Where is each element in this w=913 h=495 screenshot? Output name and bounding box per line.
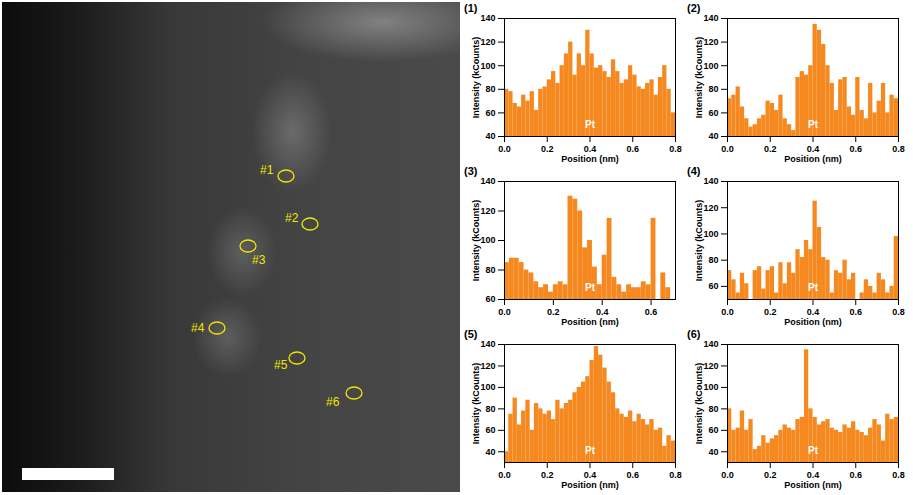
- svg-text:100: 100: [703, 229, 718, 239]
- svg-text:#5: #5: [274, 358, 288, 372]
- html-text:(6): (6): [687, 328, 701, 340]
- svg-text:60: 60: [708, 108, 718, 118]
- svg-text:120: 120: [703, 361, 718, 371]
- svg-text:0.6: 0.6: [849, 307, 862, 317]
- svg-text:60: 60: [708, 281, 718, 291]
- svg-text:Pt: Pt: [585, 119, 596, 130]
- svg-text:0.8: 0.8: [669, 470, 682, 480]
- svg-text:Pt: Pt: [585, 445, 596, 456]
- svg-text:0.6: 0.6: [645, 307, 658, 317]
- svg-text:Position (nm): Position (nm): [561, 154, 619, 164]
- svg-text:0.4: 0.4: [807, 144, 820, 154]
- svg-text:Position (nm): Position (nm): [561, 480, 619, 490]
- svg-text:0.4: 0.4: [584, 470, 597, 480]
- svg-text:40: 40: [485, 131, 495, 141]
- svg-text:100: 100: [480, 235, 495, 245]
- html-text:(2): (2): [687, 2, 701, 14]
- svg-text:0.8: 0.8: [892, 307, 905, 317]
- svg-text:Intensity (kCounts): Intensity (kCounts): [694, 200, 704, 282]
- svg-text:Intensity (kCounts): Intensity (kCounts): [694, 37, 704, 119]
- svg-text:120: 120: [480, 361, 495, 371]
- svg-text:60: 60: [485, 425, 495, 435]
- svg-text:140: 140: [703, 13, 718, 23]
- svg-text:0.6: 0.6: [626, 144, 639, 154]
- svg-text:0.8: 0.8: [892, 470, 905, 480]
- svg-text:0.8: 0.8: [892, 144, 905, 154]
- svg-text:Position (nm): Position (nm): [561, 317, 619, 327]
- svg-text:Position (nm): Position (nm): [784, 317, 842, 327]
- html-text:(5): (5): [464, 328, 478, 340]
- svg-text:140: 140: [480, 13, 495, 23]
- svg-text:0.0: 0.0: [721, 470, 734, 480]
- svg-text:Intensity (kCounts): Intensity (kCounts): [471, 200, 481, 282]
- svg-text:0.2: 0.2: [764, 470, 777, 480]
- svg-text:0.0: 0.0: [498, 470, 511, 480]
- svg-text:0.0: 0.0: [498, 307, 511, 317]
- svg-text:#3: #3: [252, 253, 266, 267]
- svg-text:0.4: 0.4: [807, 470, 820, 480]
- svg-text:140: 140: [703, 339, 718, 349]
- svg-text:140: 140: [480, 339, 495, 349]
- svg-text:0.8: 0.8: [669, 144, 682, 154]
- svg-text:0.6: 0.6: [849, 470, 862, 480]
- svg-text:0.0: 0.0: [721, 144, 734, 154]
- svg-text:80: 80: [708, 404, 718, 414]
- svg-text:60: 60: [485, 108, 495, 118]
- svg-text:80: 80: [485, 84, 495, 94]
- svg-text:40: 40: [708, 447, 718, 457]
- svg-text:80: 80: [485, 265, 495, 275]
- svg-text:100: 100: [480, 61, 495, 71]
- svg-text:0.2: 0.2: [764, 144, 777, 154]
- svg-text:Pt: Pt: [585, 282, 596, 293]
- svg-text:80: 80: [708, 84, 718, 94]
- html-text:(3): (3): [464, 165, 478, 177]
- svg-text:0.6: 0.6: [626, 470, 639, 480]
- svg-text:0.2: 0.2: [547, 307, 560, 317]
- svg-text:0.4: 0.4: [584, 144, 597, 154]
- svg-text:Intensity (kCounts): Intensity (kCounts): [694, 363, 704, 445]
- svg-text:0.2: 0.2: [541, 470, 554, 480]
- svg-text:#1: #1: [260, 163, 274, 177]
- svg-text:Pt: Pt: [808, 445, 819, 456]
- svg-text:80: 80: [708, 255, 718, 265]
- svg-text:140: 140: [703, 176, 718, 186]
- svg-text:0.4: 0.4: [807, 307, 820, 317]
- svg-text:Intensity (kCounts): Intensity (kCounts): [471, 37, 481, 119]
- svg-text:120: 120: [703, 203, 718, 213]
- html-text:(4): (4): [687, 165, 701, 177]
- svg-text:Intensity (kCounts): Intensity (kCounts): [471, 363, 481, 445]
- svg-text:#6: #6: [326, 395, 340, 409]
- svg-text:60: 60: [485, 294, 495, 304]
- svg-text:120: 120: [480, 37, 495, 47]
- svg-text:0.6: 0.6: [849, 144, 862, 154]
- svg-text:#2: #2: [285, 211, 299, 225]
- svg-text:Position (nm): Position (nm): [784, 480, 842, 490]
- svg-text:Pt: Pt: [808, 119, 819, 130]
- svg-text:0.0: 0.0: [498, 144, 511, 154]
- svg-text:0.2: 0.2: [764, 307, 777, 317]
- svg-text:Position (nm): Position (nm): [784, 154, 842, 164]
- svg-text:60: 60: [708, 425, 718, 435]
- svg-text:0.4: 0.4: [596, 307, 609, 317]
- svg-text:#4: #4: [191, 321, 205, 335]
- svg-text:100: 100: [480, 382, 495, 392]
- html-text:(1): (1): [464, 2, 478, 14]
- svg-text:120: 120: [703, 37, 718, 47]
- svg-text:120: 120: [480, 206, 495, 216]
- svg-text:0.0: 0.0: [721, 307, 734, 317]
- svg-text:80: 80: [485, 404, 495, 414]
- svg-text:Pt: Pt: [808, 282, 819, 293]
- svg-text:40: 40: [485, 447, 495, 457]
- svg-text:140: 140: [480, 176, 495, 186]
- svg-text:100: 100: [703, 382, 718, 392]
- svg-text:100: 100: [703, 61, 718, 71]
- svg-text:0.2: 0.2: [541, 144, 554, 154]
- svg-text:40: 40: [708, 131, 718, 141]
